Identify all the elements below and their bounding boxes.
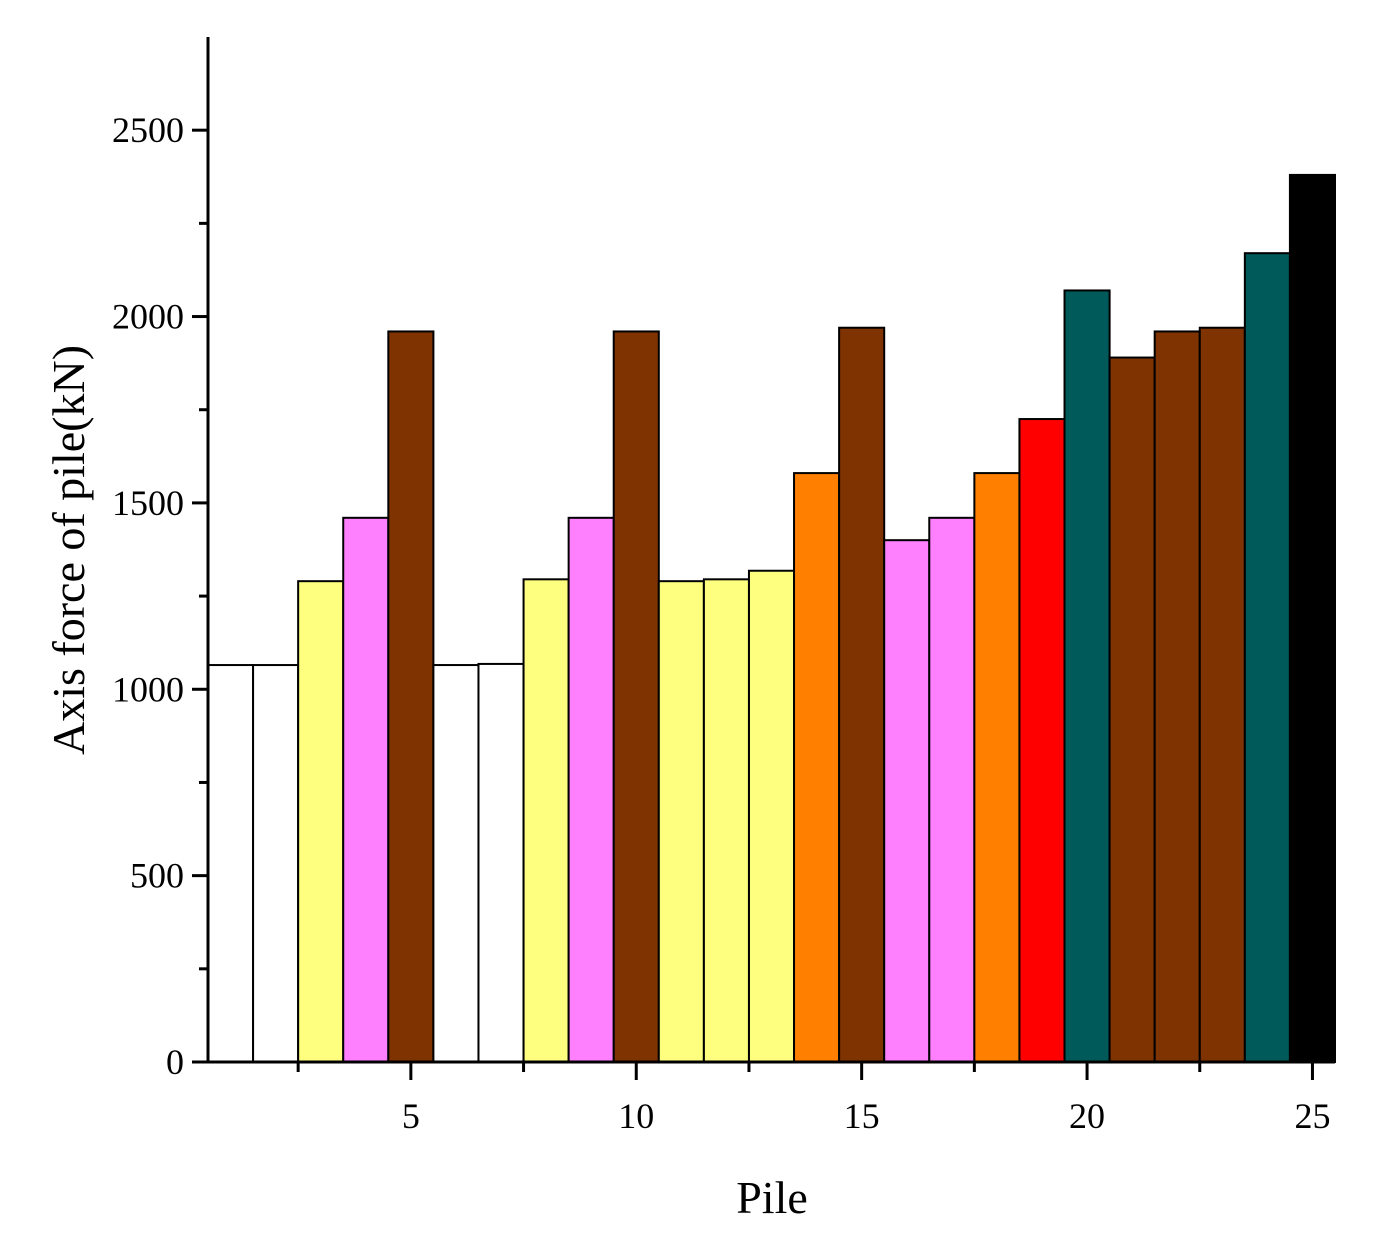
bar-pile-14 <box>793 472 841 1064</box>
tick-labels-layer: 0 500 1000 1500 2000 2500 5 10 15 20 25 <box>112 110 1330 1136</box>
bar-pile-8 <box>522 578 570 1063</box>
x-tick-label: 5 <box>402 1096 420 1136</box>
y-tick-label: 2500 <box>112 110 184 150</box>
y-tick-label: 1000 <box>112 669 184 709</box>
y-axis-title: Axis force of pile(kN) <box>43 345 94 755</box>
bars-layer <box>207 173 1337 1064</box>
bar-pile-3 <box>297 580 345 1063</box>
bar-pile-22 <box>1153 330 1201 1064</box>
axes-layer <box>192 37 1335 1064</box>
bar-pile-16 <box>883 539 931 1063</box>
x-tick-label: 20 <box>1069 1096 1105 1136</box>
y-tick-label: 500 <box>130 856 184 896</box>
bar-pile-10 <box>612 330 660 1064</box>
bar-pile-19 <box>1018 418 1066 1063</box>
bar-pile-24 <box>1243 252 1291 1063</box>
bar-pile-7 <box>477 662 525 1063</box>
bar-pile-2 <box>252 664 300 1064</box>
x-axis-title: Pile <box>736 1172 808 1223</box>
bar-pile-15 <box>838 326 886 1063</box>
bar-pile-21 <box>1108 356 1156 1063</box>
bar-pile-13 <box>747 569 796 1064</box>
bar-pile-11 <box>657 580 705 1063</box>
bar-pile-4 <box>342 516 390 1063</box>
bar-pile-5 <box>387 330 435 1064</box>
bar-pile-1 <box>207 664 255 1064</box>
bar-pile-25 <box>1288 173 1337 1063</box>
x-tick-label: 15 <box>844 1096 880 1136</box>
bar-pile-23 <box>1198 326 1246 1063</box>
x-tick-label: 10 <box>618 1096 654 1136</box>
y-tick-label: 1500 <box>112 483 184 523</box>
bar-pile-20 <box>1063 289 1111 1064</box>
bar-pile-9 <box>567 516 615 1063</box>
bar-pile-12 <box>702 578 750 1063</box>
ticks-layer <box>192 128 1314 1080</box>
y-tick-label: 2000 <box>112 297 184 337</box>
bar-pile-17 <box>928 516 976 1063</box>
bar-pile-6 <box>432 664 480 1064</box>
y-tick-label: 0 <box>166 1042 184 1082</box>
x-tick-label: 25 <box>1294 1096 1330 1136</box>
bar-pile-18 <box>973 472 1021 1064</box>
